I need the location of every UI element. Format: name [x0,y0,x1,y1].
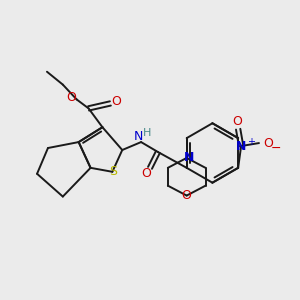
Text: O: O [232,115,242,128]
Text: S: S [109,165,117,178]
Text: −: − [271,142,281,154]
Text: +: + [247,137,255,147]
Text: H: H [143,128,151,138]
Text: O: O [182,189,192,202]
Text: N: N [134,130,143,142]
Text: N: N [236,140,246,152]
Text: N: N [184,152,194,164]
Text: O: O [263,136,273,150]
Text: O: O [66,91,76,104]
Text: O: O [111,95,121,108]
Text: O: O [141,167,151,180]
